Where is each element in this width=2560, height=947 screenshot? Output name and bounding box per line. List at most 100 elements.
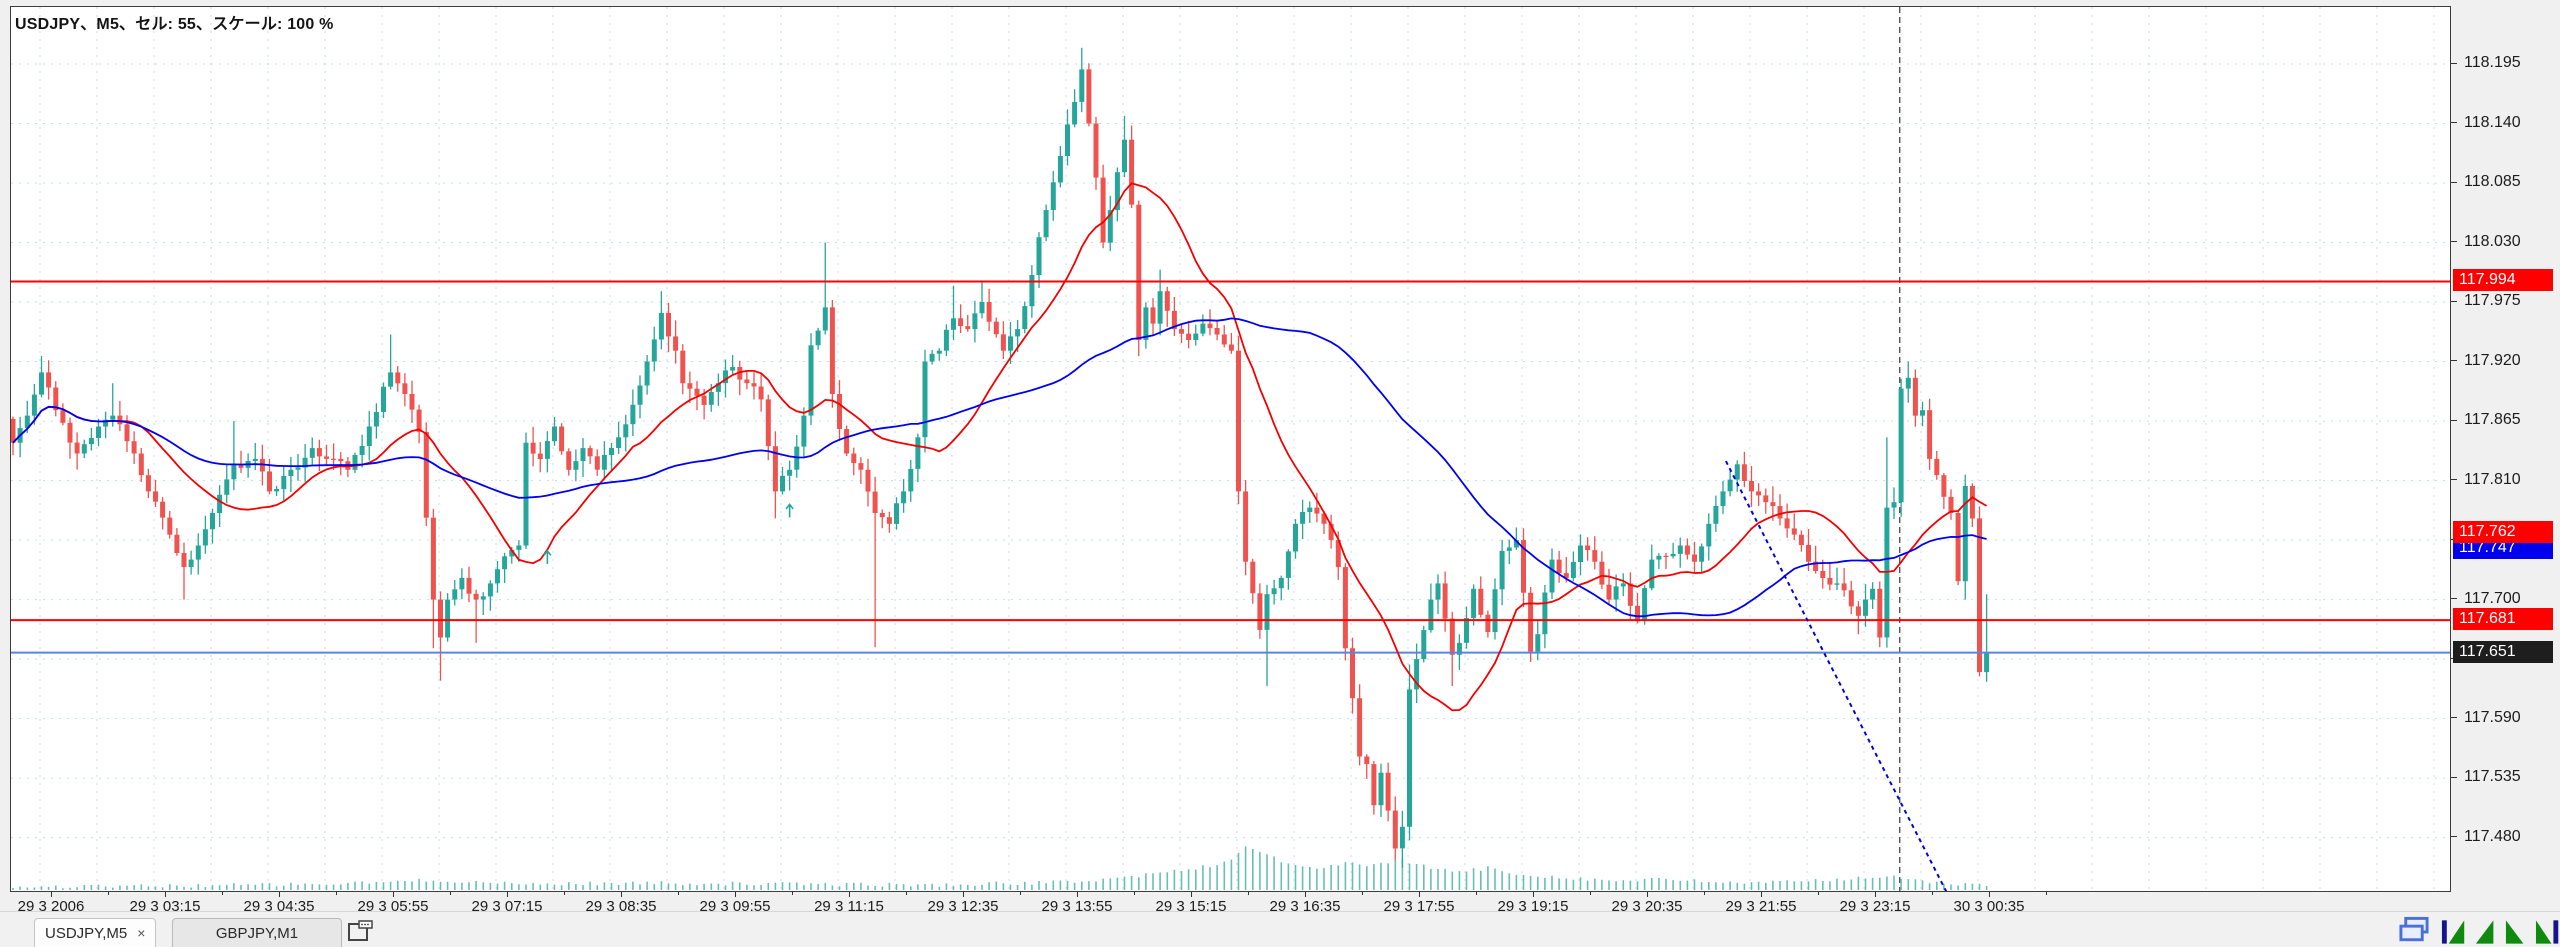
scroll-start-icon[interactable] <box>2440 916 2465 946</box>
time-tick-minor <box>678 892 679 895</box>
time-tick <box>1191 892 1192 897</box>
new-chart-icon[interactable] <box>347 920 373 947</box>
time-tick-minor <box>450 892 451 895</box>
time-tick-minor <box>336 892 337 895</box>
time-tick <box>393 892 394 897</box>
time-tick-minor <box>792 892 793 895</box>
time-tick-minor <box>1248 892 1249 895</box>
time-tick-label: 29 3 08:35 <box>585 898 657 915</box>
time-tick-label: 29 3 03:15 <box>129 898 201 915</box>
price-tick-label: 117.865 <box>2464 411 2521 429</box>
price-tick <box>2451 62 2457 64</box>
time-tick-label: 29 3 16:35 <box>1269 898 1341 915</box>
price-tick <box>2451 360 2457 362</box>
time-tick-minor <box>564 892 565 895</box>
time-tick <box>1875 892 1876 897</box>
time-tick-label: 29 3 12:35 <box>927 898 999 915</box>
time-tick <box>1761 892 1762 897</box>
time-tick <box>849 892 850 897</box>
time-tick-minor <box>1818 892 1819 895</box>
time-tick-minor <box>2046 892 2047 895</box>
candlestick-chart[interactable] <box>11 7 2450 891</box>
price-tick-label: 117.810 <box>2464 470 2521 488</box>
time-tick-minor <box>1932 892 1933 895</box>
price-line-badge: 117.994 <box>2453 269 2553 292</box>
price-tick-label: 117.700 <box>2464 589 2521 607</box>
price-tick-label: 117.975 <box>2464 292 2521 310</box>
scroll-end-icon[interactable] <box>2535 916 2560 946</box>
price-tick <box>2451 479 2457 481</box>
time-tick-minor <box>222 892 223 895</box>
price-tick-label: 117.590 <box>2464 708 2521 726</box>
time-tick <box>735 892 736 897</box>
scroll-right-icon[interactable] <box>2504 916 2525 946</box>
price-tick-label: 118.085 <box>2464 173 2521 191</box>
current-price-badge: 117.651 <box>2453 640 2553 663</box>
price-tick <box>2451 717 2457 719</box>
time-tick-label: 29 3 09:55 <box>699 898 771 915</box>
tab-label: GBPJPY,M1 <box>215 925 299 942</box>
price-tick-label: 118.140 <box>2464 113 2521 131</box>
time-tick-label: 29 3 21:55 <box>1725 898 1797 915</box>
time-tick-label: 29 3 07:15 <box>471 898 543 915</box>
time-tick <box>165 892 166 897</box>
time-tick-minor <box>1590 892 1591 895</box>
time-tick-minor <box>1134 892 1135 895</box>
price-tick-label: 117.480 <box>2464 827 2521 845</box>
time-tick-minor <box>1476 892 1477 895</box>
time-tick <box>279 892 280 897</box>
time-tick-label: 29 3 23:15 <box>1839 898 1911 915</box>
price-tick <box>2451 122 2457 123</box>
time-tick-minor <box>1362 892 1363 895</box>
price-line-badge: 117.762 <box>2453 520 2553 543</box>
price-tick <box>2451 776 2457 778</box>
time-tick-label: 29 3 19:15 <box>1497 898 1569 915</box>
chart-tab-bar: USDJPY,M5 × GBPJPY,M1 <box>0 911 2560 947</box>
price-tick <box>2451 300 2457 302</box>
time-tick-label: 29 3 15:15 <box>1155 898 1227 915</box>
time-tick-label: 29 3 11:15 <box>814 898 884 915</box>
close-tab-icon[interactable]: × <box>137 925 146 941</box>
price-line-badge: 117.681 <box>2453 608 2553 631</box>
time-tick <box>1989 892 1990 897</box>
chart-frame[interactable]: USDJPY、M5、セル: 55、スケール: 100 % <box>10 6 2451 892</box>
price-tick-label: 118.195 <box>2464 54 2521 71</box>
time-tick <box>1077 892 1078 897</box>
time-tick-minor <box>1020 892 1021 895</box>
price-tick-label: 118.030 <box>2464 232 2521 250</box>
price-tick-label: 117.535 <box>2464 768 2521 786</box>
chart-navigation-icons <box>2398 916 2560 947</box>
time-tick-label: 29 3 13:55 <box>1041 898 1113 915</box>
time-tick-minor <box>108 892 109 895</box>
time-tick-label: 29 3 20:35 <box>1611 898 1683 915</box>
time-tick-label: 29 3 05:55 <box>357 898 429 915</box>
price-tick <box>2451 419 2457 421</box>
time-tick <box>621 892 622 897</box>
time-tick <box>51 892 52 897</box>
scroll-left-icon[interactable] <box>2474 916 2495 946</box>
time-tick <box>1305 892 1306 897</box>
time-tick <box>1533 892 1534 897</box>
cascade-windows-icon[interactable] <box>2398 916 2431 946</box>
time-axis: 29 3 2006 29 3 03:15 29 3 04:35 29 3 05:55 2… <box>0 892 2451 920</box>
price-tick <box>2451 836 2457 838</box>
chart-title: USDJPY、M5、セル: 55、スケール: 100 % <box>15 16 334 33</box>
time-tick <box>1647 892 1648 897</box>
price-tick <box>2451 241 2457 243</box>
time-tick-label: 30 3 00:35 <box>1953 898 2025 915</box>
time-tick <box>507 892 508 897</box>
time-tick <box>963 892 964 897</box>
time-tick-label: 29 3 17:55 <box>1383 898 1455 915</box>
time-tick-label: 29 3 2006 <box>17 898 85 915</box>
price-tick-label: 117.920 <box>2464 351 2521 369</box>
tab-usdjpy-m5[interactable]: USDJPY,M5 × <box>34 918 157 947</box>
time-tick <box>1419 892 1420 897</box>
time-tick-label: 29 3 04:35 <box>243 898 315 915</box>
price-axis: 118.195 118.140 118.085 118.030 117.975 117.9… <box>2451 0 2560 912</box>
tab-gbpjpy-m1[interactable]: GBPJPY,M1 <box>172 918 342 947</box>
time-tick-minor <box>1704 892 1705 895</box>
tab-label: USDJPY,M5 <box>45 925 128 942</box>
price-tick <box>2451 598 2457 600</box>
time-tick-minor <box>906 892 907 895</box>
